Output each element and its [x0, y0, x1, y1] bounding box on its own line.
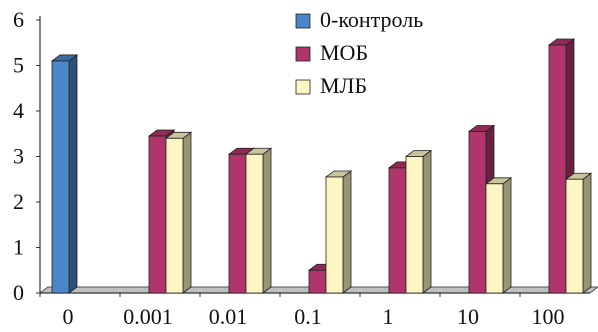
y-tick-label: 6: [13, 7, 24, 32]
bar-МЛБ-0.01: [246, 148, 271, 293]
y-tick-label: 0: [13, 280, 24, 305]
x-tick-label: 100: [532, 304, 565, 327]
y-tick-label: 1: [13, 235, 24, 260]
legend-swatch: [296, 14, 310, 28]
bar-МЛБ-100: [566, 173, 591, 293]
y-tick-label: 2: [13, 189, 24, 214]
legend-swatch: [296, 80, 310, 94]
bar-МЛБ-10: [486, 178, 511, 293]
bar-МЛБ-1: [406, 151, 431, 294]
x-tick-label: 0.01: [209, 304, 248, 327]
bar-МЛБ-0.001: [166, 132, 191, 293]
y-tick-label: 3: [13, 144, 24, 169]
bar-0-контроль-0: [52, 55, 77, 293]
x-tick-label: 0.1: [294, 304, 322, 327]
y-tick-label: 4: [13, 98, 24, 123]
legend-label: МЛБ: [320, 73, 367, 98]
y-tick-label: 5: [13, 53, 24, 78]
x-tick-label: 0: [63, 304, 74, 327]
legend-label: МОБ: [320, 40, 368, 65]
legend-swatch: [296, 47, 310, 61]
x-tick-label: 10: [457, 304, 479, 327]
bar-МЛБ-0.1: [326, 171, 351, 293]
x-tick-label: 1: [383, 304, 394, 327]
legend-label: 0-контроль: [320, 7, 423, 32]
x-tick-label: 0.001: [123, 304, 173, 327]
